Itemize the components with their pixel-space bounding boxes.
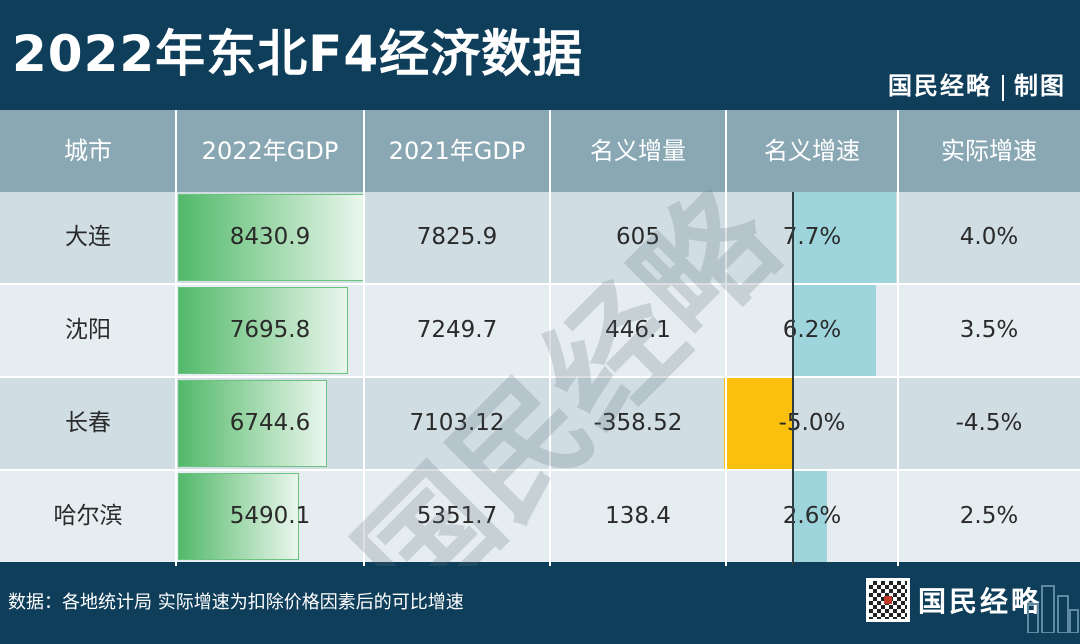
row-divider	[0, 283, 1080, 285]
cell-real: -4.5%	[955, 410, 1023, 436]
column-header-gdp2022: 2022年GDP	[201, 137, 339, 165]
cell-real: 3.5%	[959, 317, 1019, 343]
source-note: 数据：各地统计局 实际增速为扣除价格因素后的可比增速	[8, 592, 464, 613]
cell-gdp2021: 7825.9	[416, 224, 498, 250]
column-header-gdp2021: 2021年GDP	[388, 137, 526, 165]
cell-real: 2.5%	[959, 503, 1019, 529]
cell-nominal: -5.0%	[778, 410, 846, 436]
footer-brand: 国民经略	[918, 585, 1043, 618]
growth-zero-axis	[792, 192, 794, 566]
column-divider	[897, 110, 899, 566]
cell-gdp2021: 7103.12	[409, 410, 505, 436]
skyline-icon	[1027, 585, 1079, 633]
cell-gdp2021: 5351.7	[416, 503, 498, 529]
cell-gdp2022: 5490.1	[229, 503, 311, 529]
qr-code-icon	[866, 578, 910, 622]
gdp-bar	[178, 473, 299, 560]
cell-gdp2022: 8430.9	[229, 224, 311, 250]
column-header-increase: 名义增量	[590, 137, 686, 165]
nominal-growth-bar	[792, 192, 896, 283]
cell-real: 4.0%	[959, 224, 1019, 250]
cell-nominal: 7.7%	[782, 224, 842, 250]
column-divider	[725, 110, 727, 566]
credit-brand: 国民经略	[888, 71, 992, 100]
gdp-bar	[178, 287, 348, 374]
cell-gdp2021: 7249.7	[416, 317, 498, 343]
cell-gdp2022: 7695.8	[229, 317, 311, 343]
column-header-row: 城市 2022年GDP 2021年GDP 名义增量 名义增速 实际增速	[0, 110, 1080, 192]
nominal-growth-bar	[792, 471, 827, 562]
table-row: 长春 6744.6 7103.12 -358.52 -5.0% -4.5%	[0, 378, 1080, 469]
cell-nominal: 2.6%	[782, 503, 842, 529]
cell-city: 大连	[65, 224, 111, 250]
column-header-real: 实际增速	[941, 137, 1037, 165]
column-divider	[363, 110, 365, 566]
column-header-nominal: 名义增速	[764, 137, 860, 165]
nominal-growth-bar	[792, 285, 876, 376]
cell-city: 沈阳	[65, 317, 111, 343]
footer-bar: 数据：各地统计局 实际增速为扣除价格因素后的可比增速 国民经略	[0, 566, 1080, 633]
cell-city: 哈尔滨	[53, 503, 123, 529]
credit-separator	[1002, 74, 1004, 101]
table-row: 沈阳 7695.8 7249.7 446.1 6.2% 3.5%	[0, 285, 1080, 376]
data-table: 城市 2022年GDP 2021年GDP 名义增量 名义增速 实际增速 大连 8430.9 7…	[0, 110, 1080, 566]
table-row: 哈尔滨 5490.1 5351.7 138.4 2.6% 2.5%	[0, 471, 1080, 562]
gdp-bar	[178, 194, 364, 281]
row-divider	[0, 469, 1080, 471]
page-title: 2022年东北F4经济数据	[12, 25, 584, 83]
cell-increase: 138.4	[605, 503, 671, 529]
table-row: 大连 8430.9 7825.9 605 7.7% 4.0%	[0, 192, 1080, 283]
cell-gdp2022: 6744.6	[229, 410, 311, 436]
column-header-city: 城市	[64, 137, 112, 165]
column-divider	[175, 110, 177, 566]
credit-label: 制图	[1014, 71, 1066, 100]
cell-city: 长春	[65, 410, 111, 436]
column-divider	[549, 110, 551, 566]
gdp-bar	[178, 380, 327, 467]
cell-nominal: 6.2%	[782, 317, 842, 343]
cell-increase: 446.1	[605, 317, 671, 343]
credit: 国民经略 制图	[888, 66, 1066, 101]
cell-increase: 605	[616, 224, 660, 250]
cell-increase: -358.52	[593, 410, 683, 436]
nominal-growth-bar	[724, 378, 792, 469]
header-bar: 2022年东北F4经济数据 国民经略 制图	[0, 0, 1080, 110]
row-divider	[0, 376, 1080, 378]
